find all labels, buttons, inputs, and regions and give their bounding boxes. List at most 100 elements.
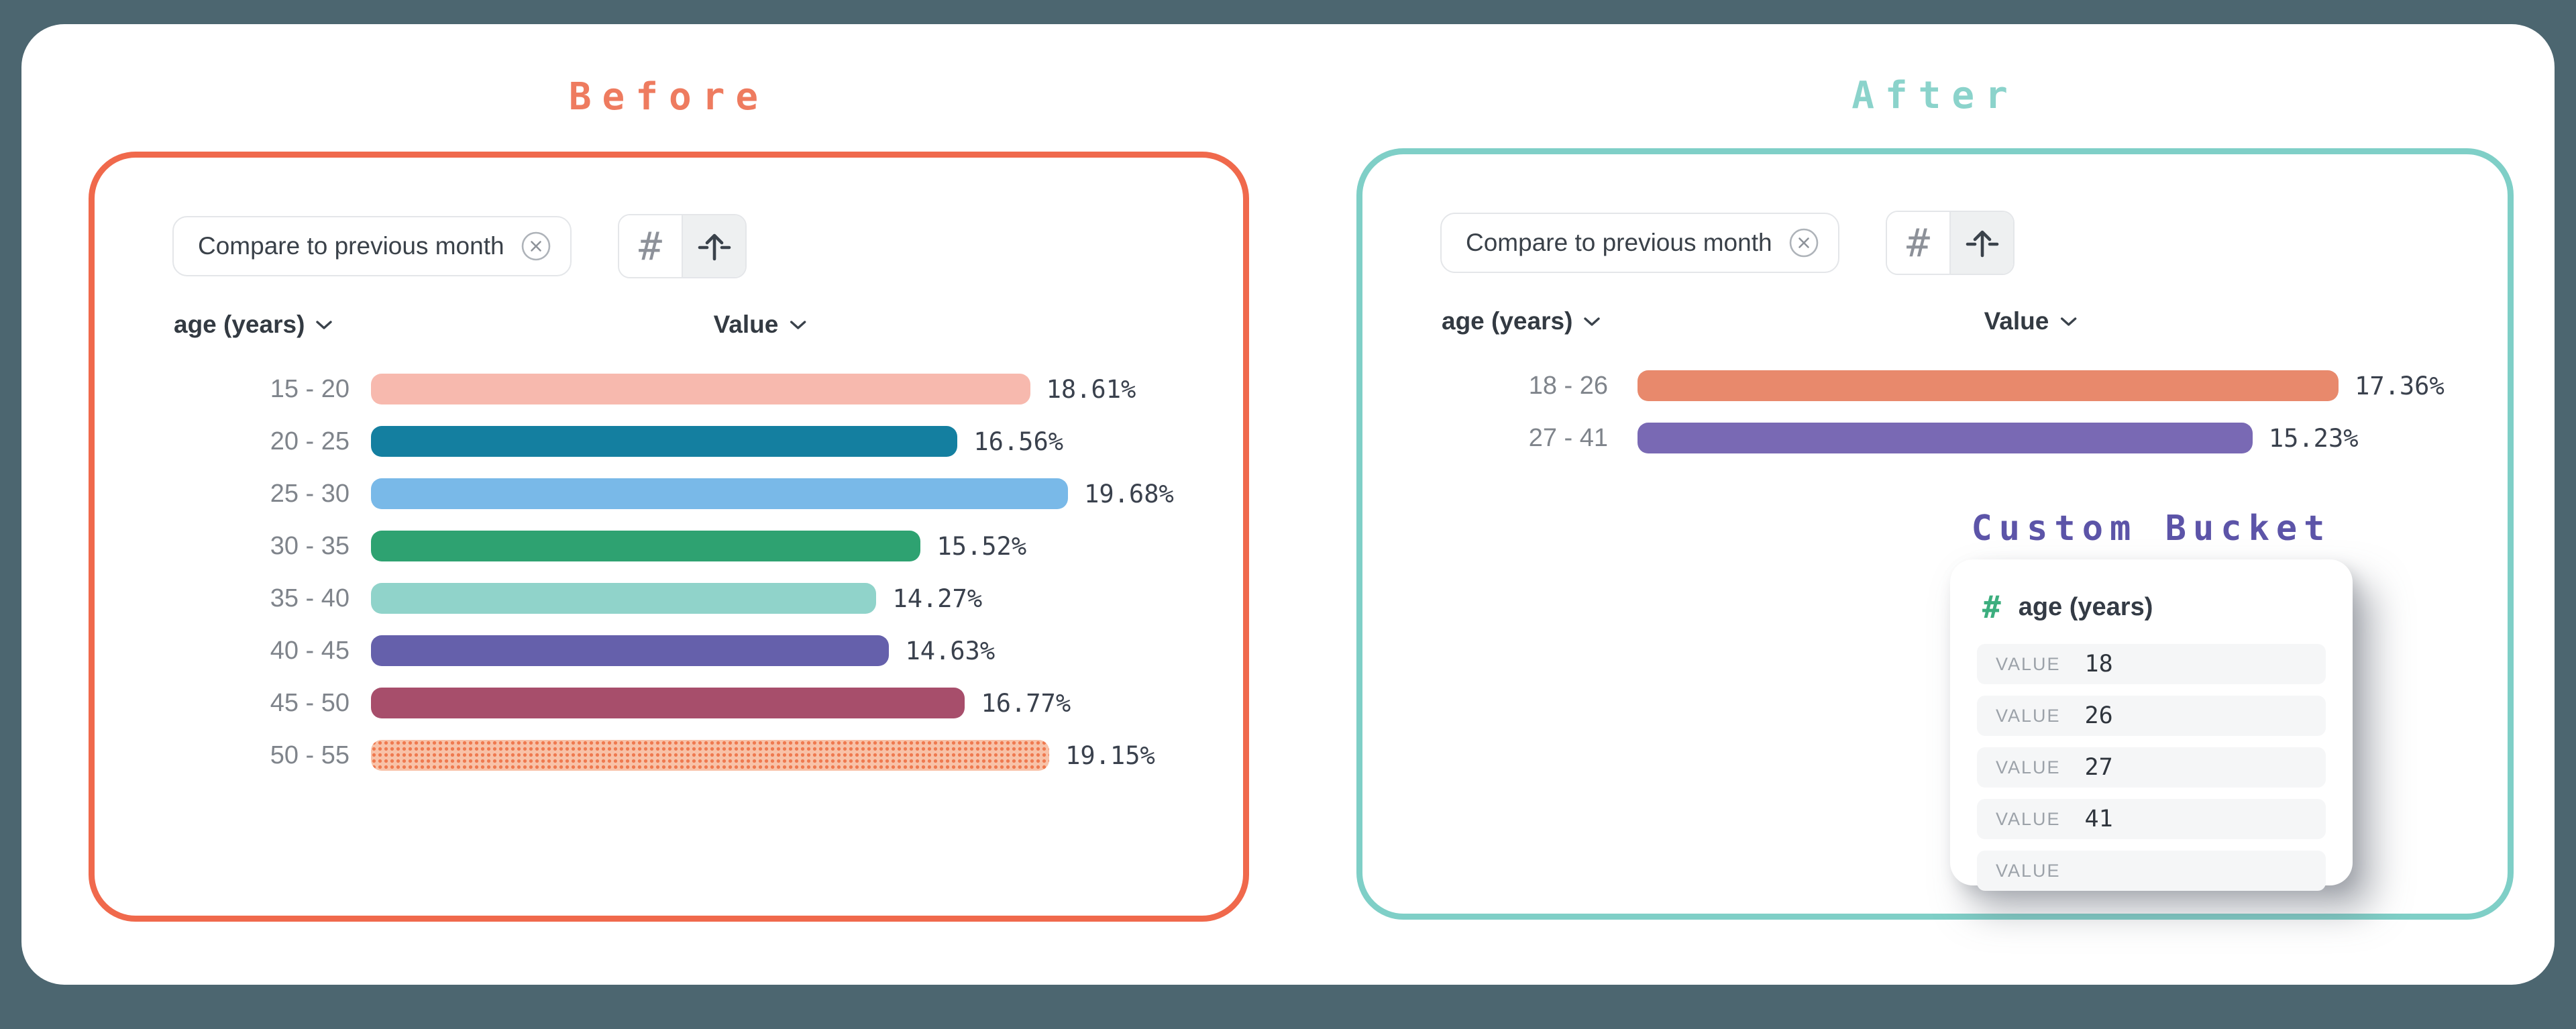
column-header-value-label: Value [1984, 307, 2049, 335]
bar-category-label: 15 - 20 [270, 374, 350, 403]
hash-icon: # [639, 223, 662, 269]
bar [371, 374, 1030, 404]
arrow-up-view-button[interactable] [682, 215, 745, 277]
value-field-label: VALUE [1996, 757, 2061, 777]
bar [371, 426, 958, 457]
bar [371, 635, 890, 666]
bar-row: 35 - 40 14.27% [95, 572, 1243, 625]
compare-chip[interactable]: Compare to previous month [1440, 213, 1839, 273]
arrow-up-icon [1966, 230, 1998, 258]
bar-category-label: 20 - 25 [270, 427, 350, 455]
bucket-value-row[interactable]: VALUE 18 [1977, 644, 2326, 684]
bar-row: 25 - 30 19.68% [95, 468, 1243, 520]
hash-icon: # [1982, 589, 2001, 625]
bar-value-label: 19.15% [1065, 741, 1155, 770]
bar-row: 15 - 20 18.61% [95, 363, 1243, 415]
value-field-label: VALUE [1996, 860, 2061, 881]
after-panel: Compare to previous month # [1356, 148, 2514, 920]
custom-bucket-header: # age (years) [1977, 586, 2326, 644]
remove-chip-button[interactable] [1788, 227, 1819, 258]
bucket-value-row[interactable]: VALUE 26 [1977, 696, 2326, 736]
circle-x-icon [1789, 228, 1818, 258]
hash-icon: # [1907, 220, 1930, 266]
bar-category-label: 45 - 50 [270, 688, 350, 717]
bar-value-label: 16.77% [981, 688, 1071, 718]
bar [371, 531, 921, 561]
bar-value-label: 15.52% [936, 531, 1027, 561]
bar [371, 583, 877, 614]
bar-category-label: 35 - 40 [270, 584, 350, 612]
chevron-down-icon [316, 320, 333, 329]
compare-chip-label: Compare to previous month [198, 232, 504, 260]
value-field-input[interactable]: 26 [2084, 702, 2113, 729]
chevron-down-icon [1584, 317, 1601, 326]
bar-value-label: 14.27% [892, 584, 983, 613]
bar [1638, 370, 2339, 401]
bar-value-label: 17.36% [2355, 371, 2445, 400]
value-field-label: VALUE [1996, 705, 2061, 726]
bar [371, 478, 1069, 509]
custom-bucket-popup: # age (years) VALUE 18 VALUE 26 VALUE 27… [1950, 559, 2353, 891]
column-headers: age (years) Value [95, 311, 1243, 348]
arrow-up-icon [698, 233, 731, 261]
bar-row: 20 - 25 16.56% [95, 415, 1243, 468]
bar-row: 27 - 41 15.23% [1362, 412, 2508, 464]
bar-row: 40 - 45 14.63% [95, 625, 1243, 677]
chevron-down-icon [790, 320, 806, 329]
column-header-value-label: Value [713, 311, 779, 338]
compare-chip-label: Compare to previous month [1466, 229, 1772, 256]
bar-chart: 18 - 26 17.36% 27 - 41 15.23% [1362, 360, 2508, 464]
custom-bucket-title: Custom Bucket [1971, 508, 2332, 549]
bar-value-label: 16.56% [973, 427, 1064, 456]
remove-chip-button[interactable] [521, 231, 551, 262]
bucket-field-label: age (years) [2018, 592, 2153, 621]
before-title: Before [568, 75, 769, 119]
bar-row: 30 - 35 15.52% [95, 520, 1243, 572]
bar-row: 45 - 50 16.77% [95, 677, 1243, 729]
bar-category-label: 50 - 55 [270, 741, 350, 769]
bar-value-label: 15.23% [2268, 423, 2359, 453]
bar [1638, 423, 2253, 453]
value-field-label: VALUE [1996, 653, 2061, 674]
value-field-input[interactable]: 27 [2084, 754, 2113, 781]
value-field-input[interactable]: 18 [2084, 651, 2113, 678]
column-header-age-label: age (years) [174, 311, 305, 338]
bar-category-label: 30 - 35 [270, 531, 350, 560]
hash-view-button[interactable]: # [1887, 212, 1949, 274]
hash-view-button[interactable]: # [619, 215, 682, 277]
bucket-value-row[interactable]: VALUE 41 [1977, 799, 2326, 839]
bar-row: 18 - 26 17.36% [1362, 360, 2508, 412]
circle-x-icon [521, 231, 550, 261]
column-header-age[interactable]: age (years) [1442, 307, 1601, 335]
before-panel: Compare to previous month # [89, 152, 1249, 922]
bar [371, 740, 1050, 771]
value-field-label: VALUE [1996, 808, 2061, 829]
bar-value-label: 19.68% [1084, 479, 1174, 508]
bucket-value-row[interactable]: VALUE [1977, 851, 2326, 891]
column-header-value[interactable]: Value [1984, 307, 2078, 335]
column-header-value[interactable]: Value [714, 311, 807, 339]
bar-category-label: 40 - 45 [270, 636, 350, 665]
arrow-up-view-button[interactable] [1949, 212, 2013, 274]
view-toggle: # [618, 214, 747, 278]
compare-chip[interactable]: Compare to previous month [172, 216, 572, 276]
bucket-value-list: VALUE 18 VALUE 26 VALUE 27 VALUE 41 VALU… [1977, 644, 2326, 891]
bar-chart: 15 - 20 18.61% 20 - 25 16.56% 25 - 30 19… [95, 363, 1243, 781]
bar-category-label: 27 - 41 [1528, 423, 1608, 452]
value-field-input[interactable]: 41 [2084, 806, 2113, 832]
column-header-age[interactable]: age (years) [174, 311, 333, 339]
bar-row: 50 - 55 19.15% [95, 729, 1243, 781]
bar-value-label: 14.63% [905, 636, 996, 665]
view-toggle: # [1886, 211, 2015, 275]
main-card: Before After Compare to previous month # [21, 24, 2555, 985]
bucket-value-row[interactable]: VALUE 27 [1977, 747, 2326, 788]
bar [371, 688, 965, 718]
bar-category-label: 25 - 30 [270, 479, 350, 508]
chevron-down-icon [2060, 317, 2077, 326]
bar-value-label: 18.61% [1046, 374, 1136, 404]
bar-category-label: 18 - 26 [1528, 371, 1608, 400]
after-title: After [1851, 74, 2019, 117]
column-headers: age (years) Value [1362, 307, 2508, 345]
column-header-age-label: age (years) [1442, 307, 1573, 335]
